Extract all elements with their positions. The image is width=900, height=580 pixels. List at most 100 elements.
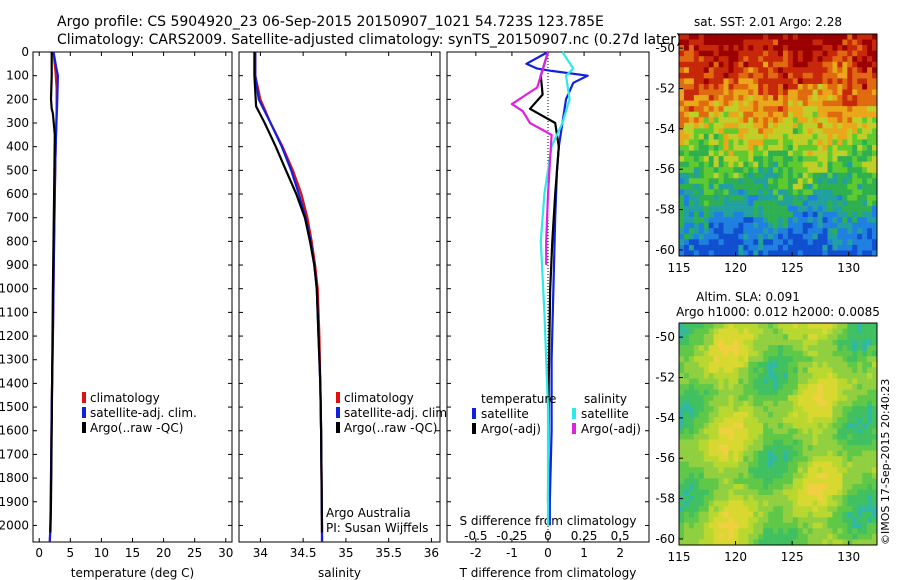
heatmap-cell: [713, 406, 719, 413]
plot-frame: [238, 51, 441, 543]
x-tick-label: 0: [35, 546, 43, 560]
heatmap-cell: [718, 495, 724, 501]
heatmap-cell: [748, 250, 754, 257]
heatmap-cell: [867, 395, 873, 401]
heatmap-cell: [693, 533, 700, 540]
heatmap-cell: [763, 533, 769, 540]
heatmap-cell: [718, 461, 724, 468]
heatmap-cell: [862, 439, 868, 446]
heatmap-cell: [693, 156, 700, 162]
heatmap-cell: [822, 244, 828, 251]
heatmap-cell: [817, 250, 823, 257]
heatmap-cell: [679, 178, 685, 185]
heatmap-cell: [842, 222, 848, 229]
heatmap-cell: [693, 150, 700, 157]
heatmap-cell: [827, 156, 833, 162]
heatmap-cell: [847, 511, 853, 518]
heatmap-cell: [763, 489, 769, 496]
heatmap-cell: [822, 434, 828, 440]
heatmap-cell: [743, 72, 749, 79]
heatmap-cell: [703, 178, 709, 185]
heatmap-cell: [792, 111, 799, 118]
heatmap-cell: [787, 334, 794, 340]
heatmap-cell: [693, 122, 700, 129]
heatmap-cell: [807, 517, 813, 524]
heatmap-cell: [852, 467, 858, 474]
legend-label: satellite-adj. clim.: [90, 406, 197, 420]
heatmap-cell: [782, 450, 789, 457]
heatmap-cell: [857, 117, 863, 124]
heatmap-cell: [773, 517, 779, 524]
heatmap-cell: [817, 72, 823, 79]
heatmap-cell: [782, 339, 789, 346]
heatmap-cell: [748, 478, 754, 485]
heatmap-cell: [763, 117, 769, 124]
heatmap-cell: [867, 483, 873, 490]
heatmap-cell: [688, 244, 695, 251]
heatmap-cell: [758, 200, 764, 207]
heatmap-cell: [733, 206, 739, 212]
heatmap-cell: [758, 528, 764, 535]
heatmap-cell: [693, 539, 700, 546]
heatmap-cell: [837, 461, 843, 468]
heatmap-cell: [693, 172, 700, 179]
heatmap-cell: [852, 61, 858, 68]
heatmap-cell: [797, 528, 804, 535]
heatmap-cell: [753, 345, 759, 352]
heatmap-cell: [787, 211, 794, 218]
heatmap-cell: [708, 384, 714, 390]
heatmap-cell: [693, 323, 700, 329]
heatmap-cell: [738, 400, 744, 407]
heatmap-cell: [862, 350, 868, 357]
heatmap-cell: [718, 345, 724, 352]
heatmap-cell: [748, 483, 754, 490]
heatmap-cell: [753, 539, 759, 546]
heatmap-cell: [773, 417, 779, 424]
heatmap-cell: [718, 72, 724, 79]
heatmap-cell: [758, 150, 764, 157]
heatmap-cell: [738, 111, 744, 118]
heatmap-cell: [787, 34, 794, 40]
heatmap-cell: [748, 450, 754, 457]
heatmap-cell: [847, 228, 853, 235]
heatmap-cell: [812, 411, 818, 418]
heatmap-cell: [787, 517, 794, 524]
heatmap-cell: [753, 489, 759, 496]
heatmap-cell: [773, 395, 779, 401]
heatmap-cell: [723, 372, 729, 379]
heatmap-cell: [782, 211, 789, 218]
heatmap-cell: [768, 506, 774, 512]
heatmap-cell: [688, 172, 695, 179]
heatmap-cell: [857, 395, 863, 401]
heatmap-cell: [807, 328, 813, 335]
heatmap-cell: [708, 406, 714, 413]
heatmap-cell: [778, 345, 784, 352]
heatmap-cell: [817, 78, 823, 85]
heatmap-cell: [768, 417, 774, 424]
heatmap-cell: [758, 139, 764, 146]
heatmap-cell: [827, 217, 833, 223]
heatmap-cell: [802, 445, 808, 451]
heatmap-cell: [797, 122, 804, 129]
heatmap-cell: [847, 145, 853, 151]
heatmap-cell: [857, 67, 863, 74]
heatmap-cell: [768, 350, 774, 357]
heatmap-cell: [857, 533, 863, 540]
heatmap-cell: [812, 206, 818, 212]
heatmap-cell: [763, 206, 769, 212]
heatmap-cell: [778, 61, 784, 68]
heatmap-cell: [852, 489, 858, 496]
heatmap-cell: [837, 83, 843, 90]
heatmap-cell: [787, 445, 794, 451]
heatmap-cell: [872, 434, 878, 440]
heatmap-cell: [778, 517, 784, 524]
heatmap-cell: [723, 67, 729, 74]
heatmap-cell: [782, 528, 789, 535]
heatmap-cell: [822, 361, 828, 368]
x-tick-label: 35: [338, 546, 353, 560]
heatmap-cell: [748, 439, 754, 446]
heatmap-cell: [773, 250, 779, 257]
heatmap-cell: [758, 500, 764, 507]
heatmap-cell: [758, 67, 764, 74]
heatmap-cell: [718, 194, 724, 201]
